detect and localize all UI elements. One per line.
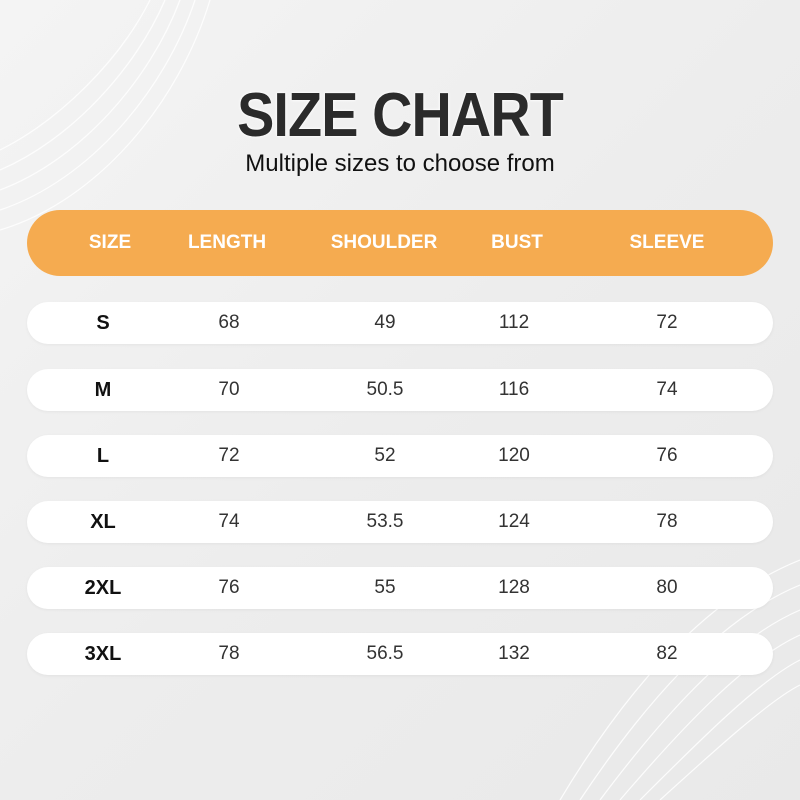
cell-size: 3XL [84,642,122,665]
cell-size: XL [90,510,116,533]
cell-size: M [94,378,112,401]
column-header-length: LENGTH [187,232,267,253]
cell-bust: 112 [498,312,530,333]
cell-sleeve: 78 [656,511,678,532]
cell-length: 78 [218,643,240,664]
cell-bust: 132 [498,643,530,664]
table-row: XL 74 53.5 124 78 [27,501,773,543]
cell-bust: 116 [498,379,530,400]
cell-sleeve: 80 [656,577,678,598]
table-row: 3XL 78 56.5 132 82 [27,633,773,675]
cell-bust: 128 [498,577,530,598]
cell-sleeve: 74 [656,379,678,400]
table-header: SIZE LENGTH SHOULDER BUST SLEEVE [27,210,773,276]
cell-size: L [96,444,110,467]
table-row: M 70 50.5 116 74 [27,369,773,411]
table-row: S 68 49 112 72 [27,302,773,344]
cell-length: 76 [218,577,240,598]
cell-shoulder: 52 [374,445,396,466]
cell-shoulder: 55 [374,577,396,598]
cell-shoulder: 50.5 [366,379,404,400]
cell-length: 74 [218,511,240,532]
page-title: SIZE CHART [237,81,564,150]
table-row: 2XL 76 55 128 80 [27,567,773,609]
cell-sleeve: 76 [656,445,678,466]
cell-size: 2XL [84,576,122,599]
cell-length: 68 [218,312,240,333]
cell-length: 70 [218,379,240,400]
column-header-shoulder: SHOULDER [330,232,438,253]
cell-shoulder: 56.5 [366,643,404,664]
cell-shoulder: 49 [374,312,396,333]
cell-shoulder: 53.5 [366,511,404,532]
column-header-bust: BUST [491,232,543,253]
cell-bust: 124 [498,511,530,532]
table-row: L 72 52 120 76 [27,435,773,477]
cell-bust: 120 [498,445,530,466]
cell-length: 72 [218,445,240,466]
cell-sleeve: 82 [656,643,678,664]
page-subtitle: Multiple sizes to choose from [245,150,555,177]
column-header-size: SIZE [88,232,132,253]
column-header-sleeve: SLEEVE [629,232,705,253]
cell-size: S [96,311,110,334]
cell-sleeve: 72 [656,312,678,333]
